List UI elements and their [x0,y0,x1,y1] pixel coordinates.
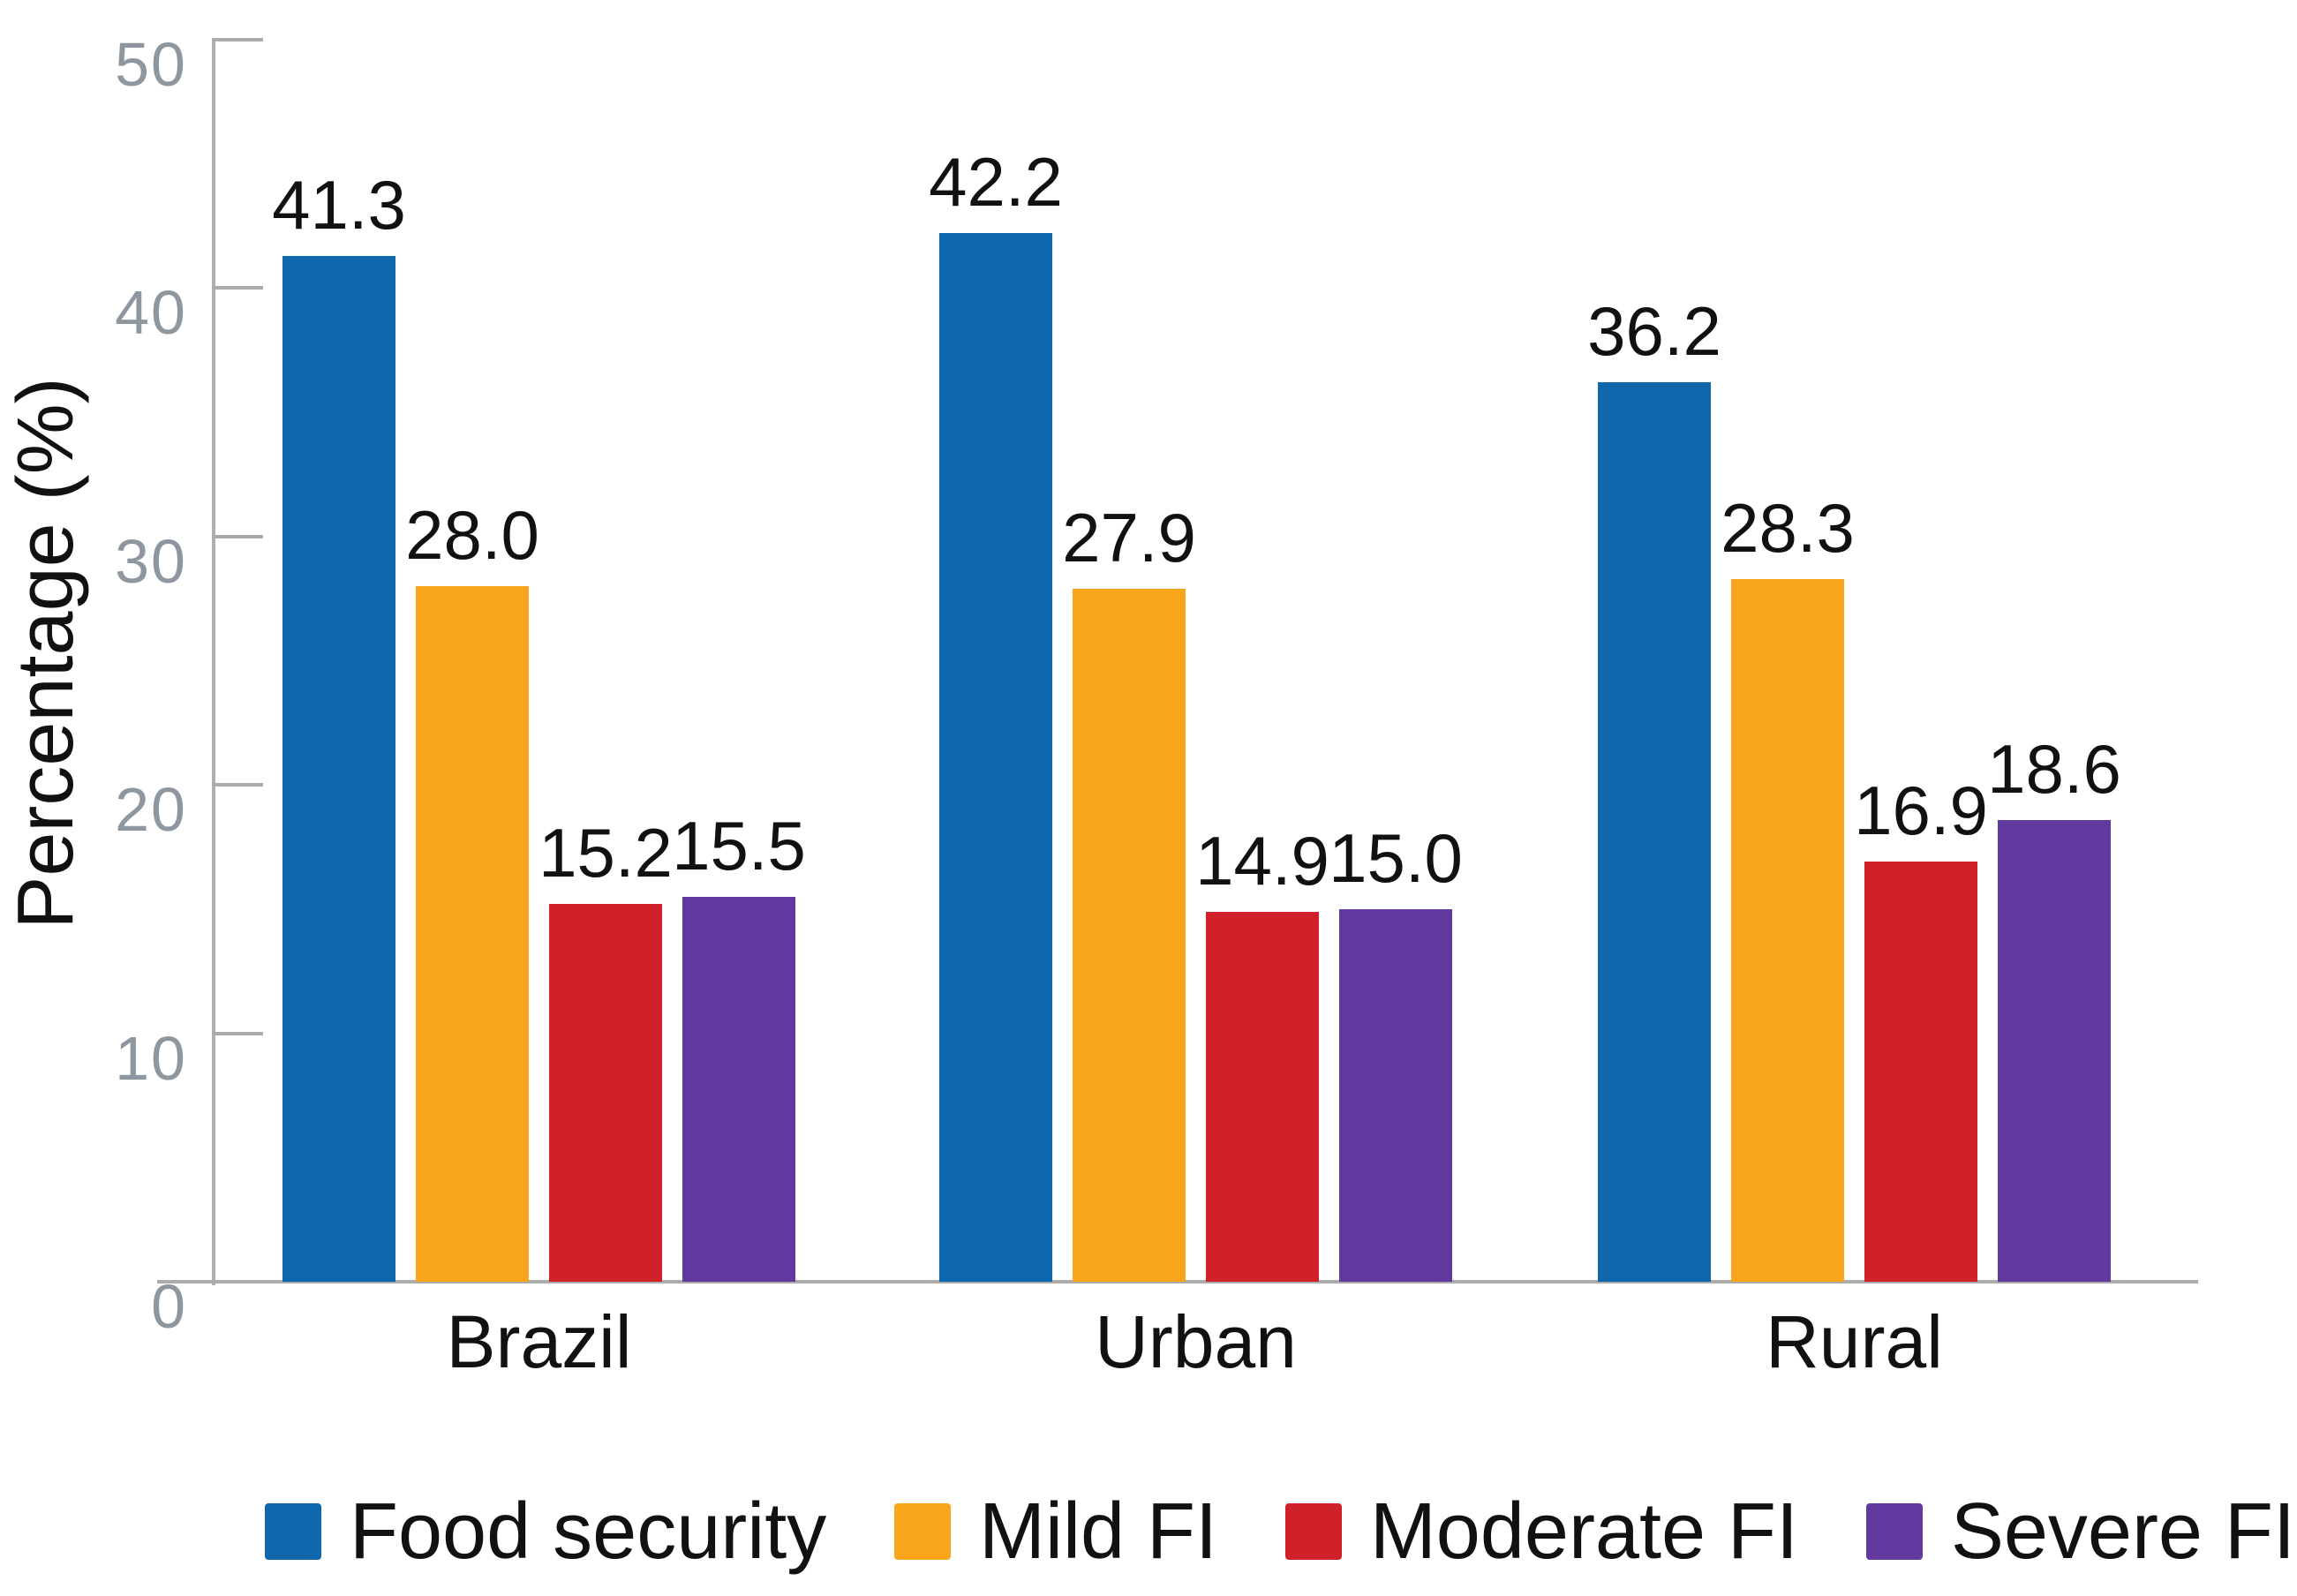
bar-mild-fi-brazil [416,586,529,1282]
legend-label: Mild FI [979,1487,1218,1576]
y-tick-mark-20 [212,783,263,787]
x-category-label-urban: Urban [1095,1300,1297,1383]
bar-severe-fi-rural [1998,819,2111,1282]
y-tick-label-30: 30 [115,526,187,596]
x-axis-line [157,1280,2198,1284]
x-category-label-brazil: Brazil [446,1300,632,1383]
bar-food-security-rural [1598,382,1711,1282]
bar-severe-fi-urban [1339,908,1452,1282]
legend-item-mild-fi: Mild FI [894,1487,1217,1576]
bar-mild-fi-rural [1731,578,1844,1282]
legend: Food security Mild FI Moderate FI Severe FI [265,1479,2295,1584]
legend-swatch-food-security [265,1503,321,1560]
y-tick-label-40: 40 [115,278,187,348]
bar-mild-fi-urban [1073,588,1186,1282]
legend-swatch-severe-fi [1865,1503,1923,1560]
y-tick-mark-40 [212,286,263,290]
bar-value-label: 14.9 [1195,821,1329,900]
bar-value-label: 41.3 [272,165,406,244]
bar-value-label: 36.2 [1587,292,1721,371]
bar-value-label: 28.3 [1721,488,1855,567]
bar-food-security-urban [939,233,1052,1282]
y-tick-mark-50 [212,38,263,41]
y-tick-label-50: 50 [115,30,187,99]
bar-value-label: 16.9 [1854,772,1988,850]
bar-value-label: 15.5 [672,806,806,885]
bar-value-label: 15.2 [538,814,673,892]
legend-swatch-moderate-fi [1284,1503,1342,1560]
y-tick-mark-30 [212,534,263,538]
legend-item-food-security: Food security [265,1487,826,1576]
legend-item-severe-fi: Severe FI [1865,1487,2295,1576]
bar-value-label: 18.6 [1987,729,2121,808]
bar-value-label: 42.2 [929,143,1063,222]
legend-label: Food security [350,1487,827,1576]
bar-value-label: 28.0 [405,496,539,575]
bar-food-security-brazil [282,255,395,1282]
y-tick-label-10: 10 [115,1023,187,1093]
y-axis-line [212,40,215,1285]
y-axis-title: Percentage (%) [2,377,90,930]
y-tick-label-0: 0 [151,1272,187,1341]
legend-label: Severe FI [1950,1487,2295,1576]
legend-label: Moderate FI [1369,1487,1799,1576]
x-category-label-rural: Rural [1766,1300,1943,1383]
legend-swatch-mild-fi [894,1503,952,1560]
legend-item-moderate-fi: Moderate FI [1284,1487,1799,1576]
bar-moderate-fi-brazil [549,904,662,1282]
y-tick-mark-10 [212,1031,263,1035]
bar-value-label: 15.0 [1329,818,1463,897]
bar-moderate-fi-urban [1206,911,1319,1282]
bar-moderate-fi-rural [1864,862,1977,1282]
y-tick-label-20: 20 [115,775,187,845]
bar-severe-fi-brazil [682,896,795,1282]
bar-value-label: 27.9 [1062,498,1196,576]
